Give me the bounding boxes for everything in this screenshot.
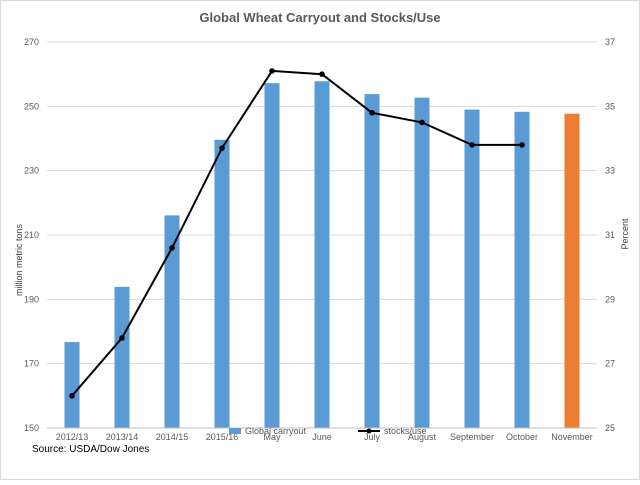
y-tick-label: 210 xyxy=(24,230,39,240)
stocks-use-point-2014-15 xyxy=(169,245,175,251)
bar-series xyxy=(64,81,580,429)
y2-axis-title: Percent xyxy=(620,218,630,250)
bar-2014-15 xyxy=(164,215,180,428)
y-tick-label: 170 xyxy=(24,359,39,369)
y-tick-label: 190 xyxy=(24,294,39,304)
x-tick-label: November xyxy=(551,432,593,442)
y2-tick-label: 27 xyxy=(605,359,615,369)
stocks-use-point-August xyxy=(419,119,425,126)
legend-swatch-carryout xyxy=(229,428,241,434)
legend-label-carryout: Global carryout xyxy=(245,426,307,436)
bar-July xyxy=(364,94,380,429)
bar-November xyxy=(564,113,580,429)
y2-tick-label: 37 xyxy=(605,37,615,47)
x-tick-label: 2014/15 xyxy=(156,432,189,442)
x-tick-label: October xyxy=(506,432,538,442)
stocks-use-line xyxy=(71,69,522,397)
y-tick-label: 150 xyxy=(24,423,39,433)
legend: Global carryout stocks/use xyxy=(229,426,427,436)
x-tick-label: 2013/14 xyxy=(106,432,139,442)
stocks-use-point-July xyxy=(369,109,375,116)
stocks-use-point-September xyxy=(469,142,475,148)
bar-September xyxy=(464,109,480,429)
stocks-use-point-October xyxy=(519,142,525,148)
stocks-use-point-2013-14 xyxy=(119,335,125,341)
y2-tick-label: 29 xyxy=(605,294,615,304)
bar-October xyxy=(514,111,530,428)
stocks-use-point-June xyxy=(319,71,325,77)
legend-label-stocks-use: stocks/use xyxy=(384,426,427,436)
chart-title: Global Wheat Carryout and Stocks/Use xyxy=(199,10,440,25)
x-tick-label: July xyxy=(364,432,381,442)
y-tick-label: 250 xyxy=(24,101,39,111)
x-tick-label: September xyxy=(450,432,494,442)
y-axis-title: million metric tons xyxy=(14,223,24,296)
bar-2012-13 xyxy=(64,342,80,428)
x-tick-label: 2015/16 xyxy=(206,432,239,442)
line-series xyxy=(69,68,525,399)
bar-August xyxy=(414,97,430,429)
x-tick-label: 2012/13 xyxy=(56,432,89,442)
source-note: Source: USDA/Dow Jones xyxy=(32,444,149,455)
left-axis: 150 170 190 210 230 250 270 xyxy=(24,37,39,433)
y-tick-label: 230 xyxy=(24,166,39,176)
y2-tick-label: 31 xyxy=(605,230,615,240)
x-tick-label: August xyxy=(408,432,437,442)
x-tick-label: June xyxy=(312,432,332,442)
stocks-use-point-2015-16 xyxy=(219,145,225,151)
bar-2015-16 xyxy=(214,139,230,428)
x-tick-label: May xyxy=(263,432,281,442)
stocks-use-point-May xyxy=(269,68,275,74)
right-axis: 25 27 29 31 33 35 37 xyxy=(605,37,615,433)
bar-2013-14 xyxy=(114,286,130,428)
y2-tick-label: 25 xyxy=(605,423,615,433)
bar-May xyxy=(264,83,280,428)
stocks-use-point-2012-13 xyxy=(69,393,75,399)
y2-tick-label: 35 xyxy=(605,101,615,111)
y2-tick-label: 33 xyxy=(605,166,615,176)
y-tick-label: 270 xyxy=(24,37,39,47)
bar-June xyxy=(314,81,330,428)
x-axis: 2012/13 2013/14 2014/15 2015/16 May June July A… xyxy=(47,427,597,442)
legend-marker-stocks-use xyxy=(366,428,372,434)
